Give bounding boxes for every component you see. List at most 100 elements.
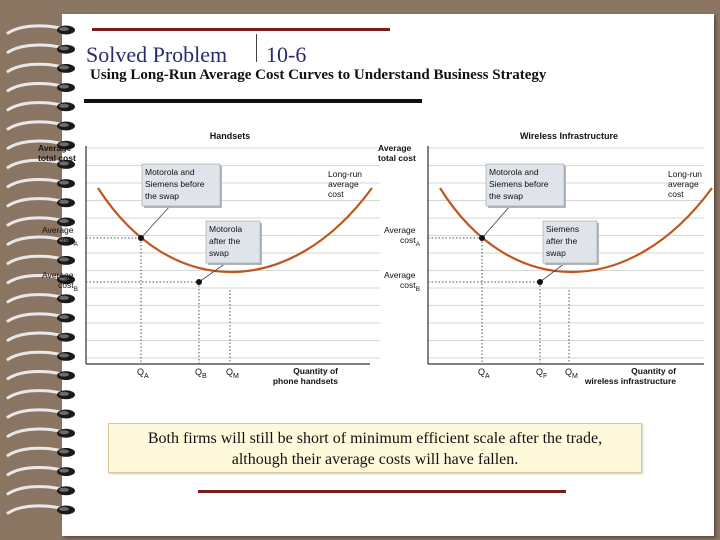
callout-before-text: Motorola and bbox=[489, 167, 539, 177]
ring-highlight bbox=[59, 46, 69, 51]
callout-before-text: Motorola and bbox=[145, 167, 195, 177]
conclusion-line-1: Both firms will still be short of minimu… bbox=[147, 430, 603, 447]
average-cost-a-label: Average bbox=[384, 225, 416, 235]
ring-wire bbox=[6, 81, 62, 93]
ring-highlight bbox=[59, 123, 69, 127]
ring-wire bbox=[6, 369, 62, 381]
ring-wire bbox=[6, 293, 62, 304]
x-axis-label: Quantity of bbox=[293, 366, 338, 376]
ring-wire bbox=[6, 312, 62, 323]
x-axis-label: Quantity of bbox=[631, 366, 676, 376]
curve-label: average bbox=[328, 179, 359, 189]
ring-highlight bbox=[59, 295, 69, 300]
ring-wire bbox=[6, 273, 62, 285]
callout-pointer bbox=[481, 205, 511, 239]
panel-heading: Wireless Infrastructure bbox=[520, 131, 618, 141]
ring-highlight bbox=[59, 430, 69, 435]
x-tick-label: QB bbox=[195, 367, 207, 380]
ring-highlight bbox=[59, 276, 69, 281]
panel-heading: Handsets bbox=[210, 131, 251, 141]
ring-wire bbox=[6, 446, 62, 457]
ring-wire bbox=[6, 389, 62, 400]
callout-before-text: the swap bbox=[145, 191, 179, 201]
title-problem-number: 10-6 bbox=[266, 42, 307, 67]
curve-label: average bbox=[668, 179, 699, 189]
ring-wire bbox=[6, 62, 62, 73]
ring-wire bbox=[6, 427, 62, 438]
point-before-swap bbox=[479, 235, 485, 241]
ring-wire bbox=[6, 235, 62, 246]
x-axis-label: wireless infrastructure bbox=[584, 376, 676, 386]
ring-wire bbox=[6, 24, 62, 35]
average-cost-b-label: Average bbox=[42, 270, 74, 280]
callout-after-text: swap bbox=[209, 248, 229, 258]
curve-label: Long-run bbox=[668, 169, 702, 179]
callout-after-text: after the bbox=[546, 236, 577, 246]
point-before-swap bbox=[138, 235, 144, 241]
ring-highlight bbox=[59, 334, 69, 339]
ring-highlight bbox=[59, 391, 69, 396]
ring-highlight bbox=[59, 65, 69, 70]
curve-label: cost bbox=[328, 189, 344, 199]
average-cost-a-label: costA bbox=[58, 235, 79, 248]
ring-highlight bbox=[59, 411, 69, 415]
y-axis-label: Average bbox=[38, 143, 72, 153]
curve-label: Long-run bbox=[328, 169, 362, 179]
ring-highlight bbox=[59, 199, 69, 204]
average-cost-b-label: costB bbox=[400, 280, 420, 293]
title-accent-rule bbox=[92, 28, 390, 31]
ring-wire bbox=[6, 350, 62, 361]
title-divider bbox=[256, 34, 257, 62]
x-tick-label: QA bbox=[137, 367, 149, 380]
ring-wire bbox=[6, 177, 62, 189]
ring-wire bbox=[6, 120, 62, 131]
ring-highlight bbox=[59, 103, 69, 108]
point-after-swap bbox=[196, 279, 202, 285]
callout-before-swap bbox=[485, 163, 565, 207]
callout-after-swap bbox=[542, 220, 598, 264]
bottom-accent-rule bbox=[198, 490, 566, 493]
y-axis-label: total cost bbox=[38, 153, 76, 163]
average-cost-b-label: Average bbox=[384, 270, 416, 280]
ring-highlight bbox=[59, 219, 69, 223]
callout-before-text: Siemens before bbox=[145, 179, 205, 189]
ring-highlight bbox=[59, 27, 69, 31]
conclusion-line-2: although their average costs will have f… bbox=[231, 451, 519, 468]
ring-highlight bbox=[59, 180, 69, 185]
callout-after-text: Siemens bbox=[546, 224, 579, 234]
x-axis-label: phone handsets bbox=[273, 376, 338, 386]
callout-before-text: the swap bbox=[489, 191, 523, 201]
ring-highlight bbox=[59, 468, 69, 473]
callout-before-text: Siemens before bbox=[489, 179, 549, 189]
ring-wire bbox=[6, 504, 62, 515]
ring-highlight bbox=[59, 353, 69, 358]
ring-highlight bbox=[59, 257, 69, 262]
ring-wire bbox=[6, 465, 62, 477]
callout-after-text: swap bbox=[546, 248, 566, 258]
ring-highlight bbox=[59, 238, 69, 243]
ring-wire bbox=[6, 408, 62, 419]
x-tick-label: QM bbox=[565, 367, 578, 380]
ring-highlight bbox=[59, 507, 69, 511]
title-solved-problem: Solved Problem bbox=[86, 42, 228, 67]
spiral-binding bbox=[6, 24, 75, 515]
ring-highlight bbox=[59, 487, 69, 492]
ring-highlight bbox=[59, 449, 69, 454]
point-after-swap bbox=[537, 279, 543, 285]
ring-highlight bbox=[59, 161, 69, 166]
callout-before-swap bbox=[141, 163, 221, 207]
ring-wire bbox=[6, 43, 62, 54]
ring-highlight bbox=[59, 84, 69, 89]
long-run-average-cost-curve bbox=[97, 187, 373, 274]
curve-label: cost bbox=[668, 189, 684, 199]
long-run-average-cost-curve bbox=[439, 187, 713, 274]
ring-wire bbox=[6, 485, 62, 496]
ring-wire bbox=[6, 216, 62, 227]
average-cost-b-label: costB bbox=[58, 280, 78, 293]
ring-wire bbox=[6, 139, 62, 150]
y-axis-label: Average bbox=[378, 143, 412, 153]
ring-highlight bbox=[59, 315, 69, 319]
x-tick-label: QA bbox=[478, 367, 490, 380]
